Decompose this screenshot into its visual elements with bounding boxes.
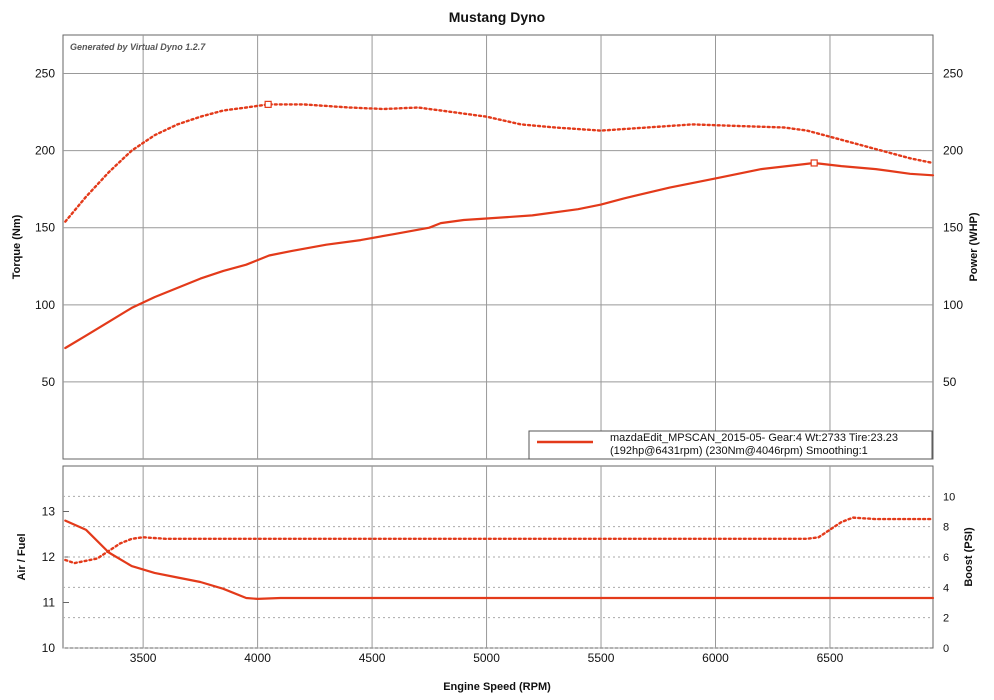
power-tick-label: 150 — [943, 221, 963, 235]
boost-tick-label: 0 — [943, 643, 949, 655]
torque-tick-label: 200 — [35, 144, 55, 158]
bottom-series-1-line — [64, 516, 935, 565]
top-peak-marker-0 — [810, 159, 818, 167]
torque-tick-label: 250 — [35, 67, 55, 81]
torque-tick-label: 50 — [42, 375, 56, 389]
boost-tick-label: 8 — [943, 522, 949, 534]
air-fuel-tick-label: 13 — [42, 505, 56, 519]
x-tick-label: 5000 — [473, 651, 500, 665]
x-tick-label: 3500 — [130, 651, 157, 665]
boost-tick-label: 10 — [943, 491, 955, 503]
watermark-text: Generated by Virtual Dyno 1.2.7 — [70, 42, 206, 52]
boost-axis-title: Boost (PSI) — [963, 527, 975, 587]
x-axis-title: Engine Speed (RPM) — [443, 681, 551, 693]
bottom-gridlines — [63, 466, 933, 649]
air-fuel-axis-title: Air / Fuel — [16, 533, 28, 580]
chart-title: Mustang Dyno — [449, 9, 545, 25]
top-series-1-line — [64, 103, 935, 223]
bottom-series-group — [64, 516, 935, 601]
power-axis-title: Power (WHP) — [968, 212, 980, 281]
top-series-group — [64, 100, 935, 350]
bottom-series-0-line — [64, 519, 935, 601]
x-tick-label: 4000 — [244, 651, 271, 665]
boost-tick-label: 2 — [943, 613, 949, 625]
legend-line2: (192hp@6431rpm) (230Nm@4046rpm) Smoothin… — [610, 445, 868, 457]
air-fuel-tick-label: 11 — [43, 596, 56, 610]
power-tick-label: 100 — [943, 298, 963, 312]
air-fuel-tick-label: 10 — [42, 641, 56, 655]
boost-tick-label: 4 — [943, 582, 949, 594]
boost-tick-label: 6 — [943, 552, 949, 564]
legend-line1: mazdaEdit_MPSCAN_2015-05- Gear:4 Wt:2733… — [610, 432, 898, 444]
power-tick-label: 50 — [943, 375, 957, 389]
x-tick-label: 6500 — [817, 651, 844, 665]
top-peak-marker-1 — [264, 100, 272, 108]
power-tick-label: 200 — [943, 144, 963, 158]
top-plot-frame — [62, 34, 934, 460]
torque-tick-label: 100 — [35, 298, 55, 312]
legend-box — [528, 430, 933, 460]
air-fuel-tick-label: 12 — [42, 550, 56, 564]
x-tick-label: 6000 — [702, 651, 729, 665]
legend: mazdaEdit_MPSCAN_2015-05- Gear:4 Wt:2733… — [528, 430, 933, 460]
torque-tick-label: 150 — [35, 221, 55, 235]
power-tick-label: 250 — [943, 67, 963, 81]
x-tick-label: 5500 — [588, 651, 615, 665]
torque-axis-title: Torque (Nm) — [11, 214, 23, 279]
top-series-0-line — [64, 161, 935, 350]
x-tick-label: 4500 — [359, 651, 386, 665]
